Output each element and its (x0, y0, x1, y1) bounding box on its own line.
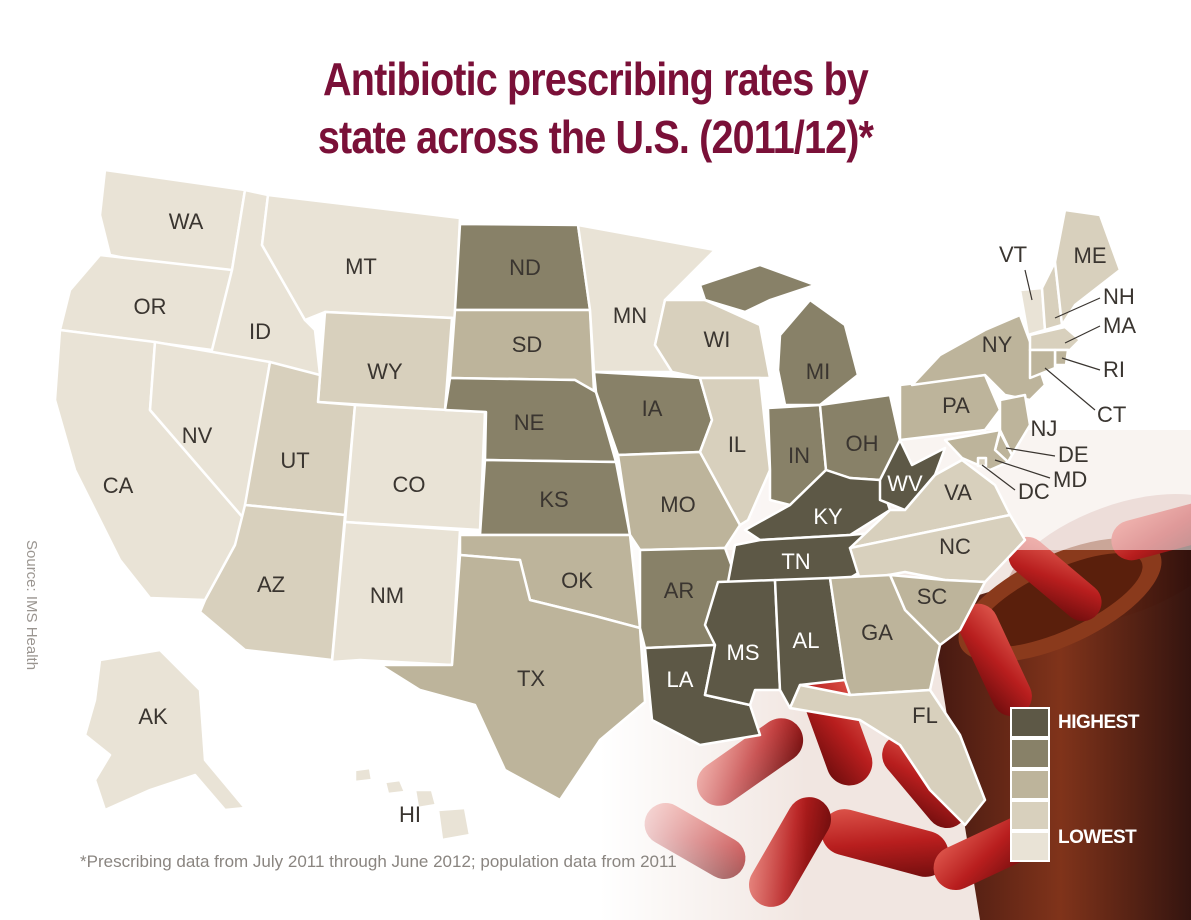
leader-lines (981, 269, 1101, 491)
state-wv (878, 438, 947, 512)
legend-swatch-level-3 (1010, 769, 1050, 800)
state-ct (1028, 348, 1057, 380)
label-ok: OK (561, 568, 593, 593)
label-dc: DC (1018, 479, 1050, 504)
legend-low-label: LOWEST (1058, 827, 1137, 848)
label-ny: NY (982, 332, 1013, 357)
label-ut: UT (280, 448, 309, 473)
state-ri (1053, 348, 1070, 367)
label-wy: WY (367, 359, 403, 384)
label-or: OR (134, 294, 167, 319)
label-va: VA (944, 480, 972, 505)
label-hi: HI (399, 802, 421, 827)
label-pa: PA (942, 393, 970, 418)
label-in: IN (788, 443, 810, 468)
label-ma: MA (1103, 313, 1136, 338)
legend-swatch-level-4 (1010, 738, 1050, 769)
label-nj: NJ (1031, 416, 1058, 441)
state-nm (330, 520, 462, 667)
label-mn: MN (613, 303, 647, 328)
state-labels: WA OR CA ID NV MT WY UT AZ CO NM ND SD N… (103, 209, 1137, 827)
label-ia: IA (642, 396, 663, 421)
legend-high-label: HIGHEST (1058, 712, 1139, 733)
label-fl: FL (912, 703, 938, 728)
label-ms: MS (727, 640, 760, 665)
state-ma (1028, 325, 1082, 352)
state-mi (698, 263, 860, 407)
label-sd: SD (512, 332, 543, 357)
state-dc (976, 456, 988, 468)
label-ga: GA (861, 620, 893, 645)
state-il (698, 376, 772, 527)
label-nc: NC (939, 534, 971, 559)
title-line-1: Antibiotic prescribing rates by (323, 53, 869, 105)
label-nh: NH (1103, 284, 1135, 309)
label-tx: TX (517, 666, 545, 691)
label-ar: AR (664, 578, 695, 603)
label-nm: NM (370, 583, 404, 608)
label-mo: MO (660, 492, 695, 517)
label-id: ID (249, 319, 271, 344)
label-sc: SC (917, 584, 948, 609)
label-ri: RI (1103, 357, 1125, 382)
label-co: CO (393, 472, 426, 497)
state-me (1053, 208, 1122, 327)
label-mt: MT (345, 254, 377, 279)
label-al: AL (793, 628, 820, 653)
title-line-2: state across the U.S. (2011/12)* (317, 111, 874, 163)
state-ak (83, 648, 247, 812)
states-layer (53, 168, 1122, 842)
legend-swatch-level-5 (1010, 707, 1050, 738)
label-la: LA (667, 667, 694, 692)
label-md: MD (1053, 467, 1087, 492)
map-title: Antibiotic prescribing rates by state ac… (83, 50, 1107, 166)
label-oh: OH (846, 431, 879, 456)
label-il: IL (728, 432, 746, 457)
state-fl (788, 683, 987, 827)
legend: HIGHEST LOWEST (1010, 707, 1139, 862)
legend-swatch-level-1 (1010, 831, 1050, 862)
state-hi (353, 766, 472, 842)
legend-scale (1010, 707, 1050, 862)
label-nd: ND (509, 255, 541, 280)
label-ct: CT (1097, 402, 1126, 427)
state-nj (998, 393, 1032, 457)
state-tx (378, 553, 647, 802)
state-co (343, 403, 487, 532)
label-ks: KS (539, 487, 568, 512)
label-nv: NV (182, 423, 213, 448)
state-ga (828, 573, 942, 697)
label-mi: MI (806, 359, 830, 384)
state-md (943, 428, 1010, 472)
label-wv: WV (887, 471, 923, 496)
label-ca: CA (103, 473, 134, 498)
label-wi: WI (704, 327, 731, 352)
label-ak: AK (138, 704, 168, 729)
label-me: ME (1074, 243, 1107, 268)
label-tn: TN (781, 549, 810, 574)
label-ne: NE (514, 410, 545, 435)
footnote: *Prescribing data from July 2011 through… (80, 852, 677, 871)
label-wa: WA (169, 209, 204, 234)
label-az: AZ (257, 572, 285, 597)
source-credit: Source: IMS Health (23, 540, 40, 671)
label-vt: VT (999, 242, 1027, 267)
legend-swatch-level-2 (1010, 800, 1050, 831)
label-de: DE (1058, 442, 1089, 467)
label-ky: KY (813, 504, 843, 529)
